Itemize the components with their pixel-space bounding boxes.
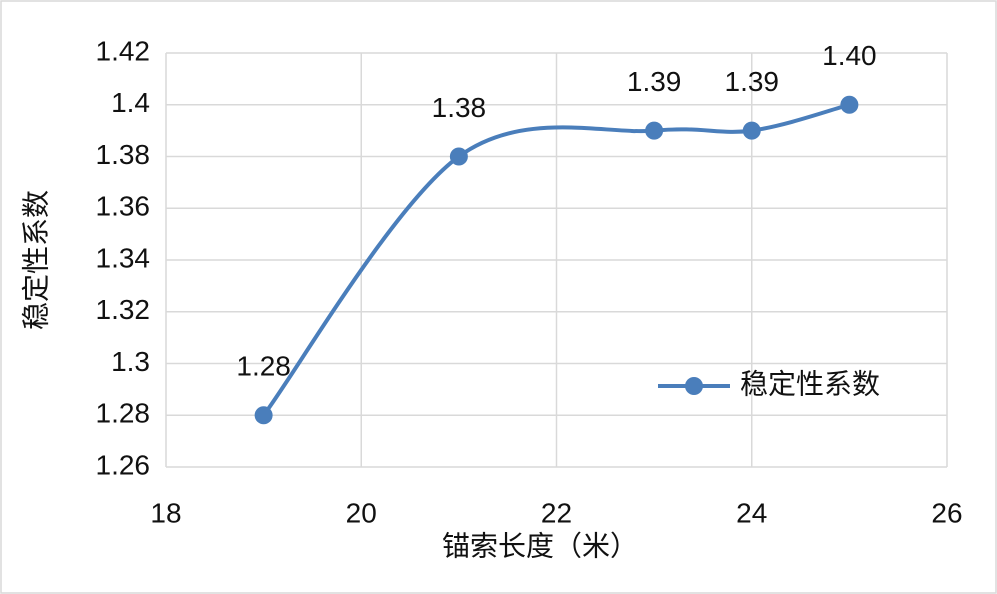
data-label: 1.39 [627, 66, 682, 97]
y-tick-label: 1.28 [96, 398, 151, 429]
y-tick-label: 1.42 [96, 35, 151, 66]
y-tick-label: 1.26 [96, 449, 151, 480]
y-tick-label: 1.3 [111, 346, 150, 377]
data-point [840, 95, 859, 114]
legend-marker [685, 377, 703, 395]
x-tick-label: 20 [346, 497, 377, 528]
y-tick-label: 1.32 [96, 294, 151, 325]
data-point [645, 121, 664, 140]
x-axis-title: 锚索长度（米） [442, 530, 638, 561]
x-tick-label: 26 [931, 497, 962, 528]
y-tick-label: 1.36 [96, 191, 151, 222]
data-label: 1.39 [725, 66, 780, 97]
y-tick-label: 1.4 [111, 87, 150, 118]
y-tick-label: 1.34 [96, 242, 151, 273]
legend-label: 稳定性系数 [740, 368, 880, 399]
data-label: 1.28 [236, 351, 291, 382]
data-point [449, 147, 468, 166]
data-label: 1.40 [822, 40, 877, 71]
data-point [742, 121, 761, 140]
y-tick-label: 1.38 [96, 139, 151, 170]
x-tick-label: 22 [541, 497, 572, 528]
data-label: 1.38 [432, 92, 487, 123]
x-tick-label: 18 [150, 497, 181, 528]
y-axis-title: 稳定性系数 [20, 190, 51, 330]
x-tick-label: 24 [736, 497, 767, 528]
data-point [254, 406, 273, 425]
series-line [262, 102, 850, 417]
